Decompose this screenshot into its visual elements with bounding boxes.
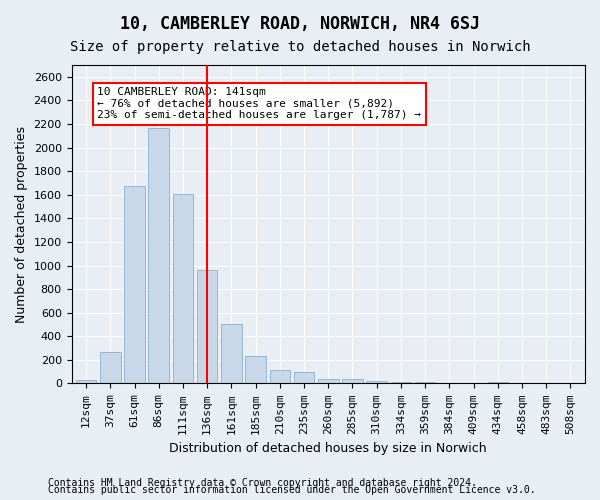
Bar xyxy=(100,352,121,384)
Bar xyxy=(536,383,557,384)
Bar xyxy=(342,380,363,384)
Bar xyxy=(488,382,508,384)
Text: Contains HM Land Registry data © Crown copyright and database right 2024.: Contains HM Land Registry data © Crown c… xyxy=(48,478,477,488)
Text: Contains public sector information licensed under the Open Government Licence v3: Contains public sector information licen… xyxy=(48,485,536,495)
Text: Size of property relative to detached houses in Norwich: Size of property relative to detached ho… xyxy=(70,40,530,54)
Bar xyxy=(294,372,314,384)
Text: 10 CAMBERLEY ROAD: 141sqm
← 76% of detached houses are smaller (5,892)
23% of se: 10 CAMBERLEY ROAD: 141sqm ← 76% of detac… xyxy=(97,88,421,120)
Text: 10, CAMBERLEY ROAD, NORWICH, NR4 6SJ: 10, CAMBERLEY ROAD, NORWICH, NR4 6SJ xyxy=(120,15,480,33)
Bar xyxy=(221,324,242,384)
Bar xyxy=(269,370,290,384)
Bar xyxy=(245,356,266,384)
Bar xyxy=(76,380,97,384)
X-axis label: Distribution of detached houses by size in Norwich: Distribution of detached houses by size … xyxy=(169,442,487,455)
Bar xyxy=(197,270,217,384)
Bar xyxy=(367,381,387,384)
Bar xyxy=(124,186,145,384)
Y-axis label: Number of detached properties: Number of detached properties xyxy=(15,126,28,322)
Bar xyxy=(391,382,411,384)
Bar xyxy=(415,382,436,384)
Bar xyxy=(318,378,338,384)
Bar xyxy=(463,383,484,384)
Bar xyxy=(148,128,169,384)
Bar xyxy=(173,194,193,384)
Bar xyxy=(439,382,460,384)
